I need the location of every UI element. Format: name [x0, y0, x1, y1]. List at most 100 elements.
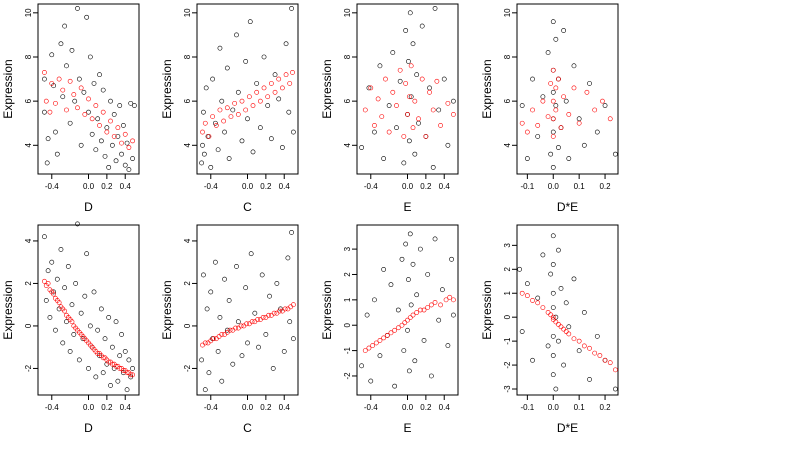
- data-point: [217, 45, 223, 51]
- data-point: [287, 319, 293, 325]
- data-point: [226, 156, 232, 161]
- y-tick-label: 0: [24, 323, 33, 328]
- series-2: [200, 70, 295, 139]
- data-point: [111, 111, 117, 117]
- data-point: [208, 164, 214, 170]
- plot-frame: [196, 3, 299, 175]
- y-tick-label: -2: [503, 361, 512, 369]
- data-point: [410, 261, 416, 267]
- data-point: [60, 87, 66, 93]
- data-point: [419, 76, 425, 82]
- data-point: [95, 116, 101, 122]
- data-point: [395, 307, 401, 313]
- data-point: [42, 70, 47, 75]
- data-point: [414, 310, 420, 315]
- x-tick-label: 0.2: [599, 182, 611, 191]
- data-point: [375, 96, 381, 102]
- data-point: [78, 310, 84, 316]
- data-point: [613, 151, 618, 157]
- data-point: [545, 50, 551, 55]
- data-point: [445, 142, 451, 148]
- data-point: [408, 63, 414, 69]
- data-point: [204, 306, 210, 312]
- scatter-panel-5: -0.4 0.0 0.2 0.4 -2 0 2 4 D Expression: [1, 221, 140, 435]
- data-point: [430, 164, 436, 170]
- data-point: [201, 151, 207, 157]
- data-point: [42, 278, 47, 284]
- x-tick-label: 0.4: [439, 403, 451, 412]
- data-point: [281, 349, 287, 354]
- data-point: [62, 285, 68, 291]
- data-point: [109, 361, 115, 367]
- data-point: [441, 76, 447, 82]
- data-point: [548, 81, 554, 86]
- data-point: [206, 134, 212, 139]
- x-tick-label: -0.4: [364, 182, 378, 191]
- data-point: [200, 342, 205, 348]
- data-point: [436, 317, 442, 323]
- data-point: [44, 160, 50, 166]
- x-tick-label: 0.2: [260, 403, 272, 412]
- data-point: [199, 357, 204, 363]
- data-point: [45, 268, 51, 274]
- data-point: [45, 281, 51, 286]
- data-point: [561, 28, 567, 33]
- data-point: [394, 103, 399, 108]
- data-point: [108, 383, 113, 388]
- series-2: [42, 278, 135, 378]
- data-point: [399, 322, 405, 328]
- data-point: [550, 19, 556, 25]
- data-point: [451, 297, 456, 303]
- data-point: [239, 138, 245, 144]
- data-point: [286, 109, 292, 115]
- plot-frame: [196, 224, 299, 396]
- data-point: [65, 264, 71, 269]
- data-point: [95, 327, 101, 333]
- data-point: [119, 151, 124, 157]
- data-point: [67, 78, 73, 84]
- data-point: [47, 315, 53, 320]
- data-point: [519, 120, 525, 126]
- data-point: [97, 123, 102, 128]
- data-point: [53, 100, 58, 106]
- series-2: [200, 302, 296, 348]
- data-point: [406, 368, 412, 374]
- y-tick-label: -2: [24, 364, 33, 372]
- data-point: [556, 247, 561, 253]
- data-point: [535, 295, 541, 301]
- data-point: [227, 327, 233, 333]
- data-point: [394, 125, 399, 131]
- data-point: [76, 357, 82, 363]
- data-point: [51, 291, 57, 297]
- series-1: [359, 231, 456, 389]
- data-point: [126, 357, 132, 363]
- data-point: [130, 372, 135, 378]
- data-point: [556, 321, 561, 327]
- data-point: [366, 85, 372, 91]
- data-point: [212, 120, 218, 126]
- x-axis-title: E: [403, 421, 411, 435]
- data-point: [82, 293, 88, 299]
- data-point: [414, 72, 420, 78]
- data-point: [600, 98, 605, 104]
- data-point: [553, 36, 559, 42]
- data-point: [100, 355, 106, 361]
- data-point: [84, 14, 90, 20]
- data-point: [571, 276, 577, 282]
- data-point: [290, 70, 295, 75]
- data-point: [613, 367, 618, 373]
- data-point: [282, 306, 288, 312]
- data-point: [117, 366, 123, 371]
- scatter-panel-1: -0.4 0.0 0.2 0.4 4 6 8 10 D Expression: [1, 3, 140, 214]
- scatter-panel-8: -0.1 0.0 0.1 0.2 -3 -2 -1 0 1 2 3 D*E Expression: [480, 224, 619, 435]
- data-point: [602, 103, 608, 108]
- data-point: [410, 312, 416, 318]
- data-point: [86, 366, 91, 371]
- data-point: [447, 294, 453, 300]
- y-axis-title: Expression: [320, 280, 334, 339]
- data-point: [210, 76, 216, 82]
- data-point: [235, 111, 241, 117]
- data-point: [530, 76, 535, 82]
- data-point: [42, 109, 47, 115]
- data-point: [56, 300, 62, 305]
